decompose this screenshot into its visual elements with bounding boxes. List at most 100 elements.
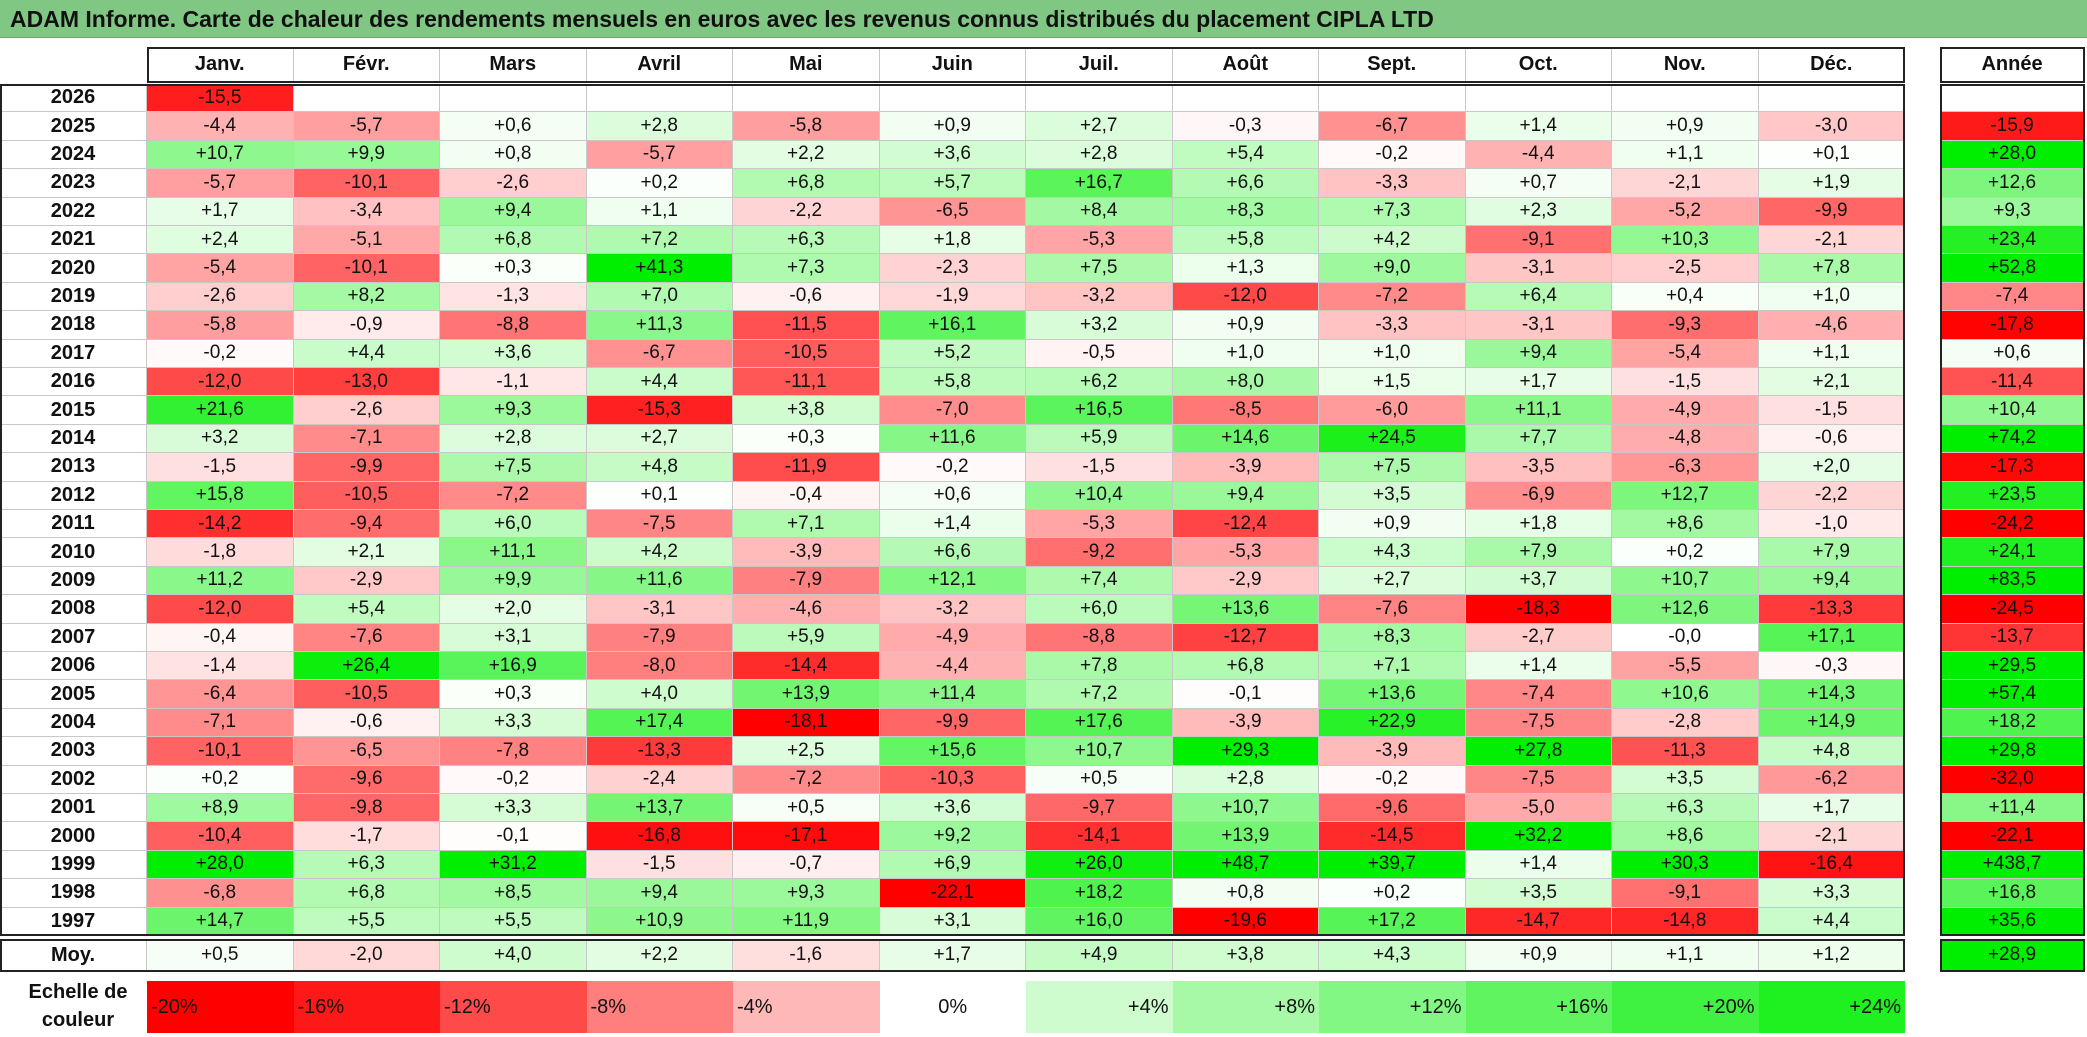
heatmap-cell: +2,5 [733, 737, 880, 766]
heatmap-cell: +2,8 [1026, 140, 1173, 170]
average-cell: +1,2 [1758, 939, 1905, 972]
heatmap-cell: +11,1 [1465, 396, 1612, 425]
heatmap-cell: -18,1 [733, 708, 880, 738]
heatmap-cell: +6,2 [1026, 368, 1173, 397]
heatmap-cell: -9,9 [879, 708, 1026, 738]
heatmap-cell: -0,3 [1758, 652, 1905, 681]
heatmap-cell: -3,9 [1172, 453, 1319, 482]
heatmap-cell: -6,5 [293, 737, 440, 766]
heatmap-cell: +10,7 [1026, 737, 1173, 766]
annual-cell: +18,2 [1940, 708, 2085, 738]
column-header: Nov. [1612, 48, 1759, 82]
heatmap-cell: +0,3 [440, 254, 587, 283]
heatmap-cell: -2,6 [293, 396, 440, 425]
heatmap-cell: -9,3 [1612, 311, 1759, 340]
heatmap-cell: +7,7 [1465, 424, 1612, 454]
heatmap-cell: +13,9 [1172, 822, 1319, 851]
heatmap-cell: -9,1 [1612, 879, 1759, 908]
annual-cell: -15,9 [1940, 112, 2085, 141]
heatmap-cell: +8,3 [1319, 623, 1466, 652]
title-bar: ADAM Informe. Carte de chaleur des rende… [0, 0, 2087, 38]
color-scale-label: Echelle de couleur [28, 981, 128, 1031]
heatmap-cell: +5,8 [879, 368, 1026, 397]
heatmap-cell: +13,6 [1319, 680, 1466, 709]
heatmap-cell: +12,6 [1612, 595, 1759, 624]
heatmap-cell: +4,8 [1758, 737, 1905, 766]
heatmap-cell: +1,8 [879, 226, 1026, 255]
heatmap-cell: +22,9 [1319, 708, 1466, 738]
heatmap-cell: -7,1 [147, 708, 294, 738]
heatmap-cell: -17,1 [733, 822, 880, 851]
year-label: 2016 [0, 368, 147, 397]
heatmap-cell: -3,9 [1172, 708, 1319, 738]
heatmap-cell: +7,9 [1758, 538, 1905, 567]
heatmap-cell: +4,3 [1319, 538, 1466, 567]
heatmap-cell: -11,1 [733, 368, 880, 397]
year-label: 2018 [0, 311, 147, 340]
scale-step: -16% [293, 981, 440, 1033]
heatmap-cell: -5,5 [1612, 652, 1759, 681]
average-cell: +0,9 [1465, 939, 1612, 972]
heatmap-cell: +2,8 [440, 424, 587, 454]
heatmap-cell: +7,1 [733, 510, 880, 539]
heatmap-cell: +0,8 [440, 140, 587, 170]
column-header: Juil. [1026, 48, 1173, 82]
heatmap-cell: +17,1 [1758, 623, 1905, 652]
heatmap-cell: +17,2 [1319, 907, 1466, 936]
heatmap-cell: -0,0 [1612, 623, 1759, 652]
heatmap-cell: +3,1 [879, 907, 1026, 936]
heatmap-cell: +8,3 [1172, 197, 1319, 226]
heatmap-cell: +9,4 [440, 197, 587, 226]
heatmap-cell: -3,2 [1026, 282, 1173, 312]
annual-cell: +16,8 [1940, 879, 2085, 908]
heatmap-cell: -15,5 [147, 84, 294, 113]
heatmap-cell: +0,7 [1465, 169, 1612, 198]
heatmap-cell: +2,1 [1758, 368, 1905, 397]
heatmap-cell: -1,1 [440, 368, 587, 397]
heatmap-cell: +10,3 [1612, 226, 1759, 255]
heatmap-cell: -16,8 [586, 822, 733, 851]
heatmap-cell: +15,8 [147, 481, 294, 510]
heatmap-cell: +7,0 [586, 282, 733, 312]
heatmap-cell: +6,3 [733, 226, 880, 255]
heatmap-cell: +3,3 [440, 708, 587, 738]
heatmap-cell: -1,5 [586, 850, 733, 880]
average-annual-cell: +28,9 [1940, 939, 2085, 972]
heatmap-cell [733, 84, 880, 113]
heatmap-cell: +1,7 [147, 197, 294, 226]
heatmap-cell: -3,1 [1465, 311, 1612, 340]
heatmap-cell: -11,9 [733, 453, 880, 482]
heatmap-cell: +7,8 [1026, 652, 1173, 681]
heatmap-cell: +3,5 [1319, 481, 1466, 510]
heatmap-cell: +6,8 [733, 169, 880, 198]
heatmap-cell: +17,6 [1026, 708, 1173, 738]
annual-cell: +52,8 [1940, 254, 2085, 283]
heatmap-cell: +3,5 [1465, 879, 1612, 908]
heatmap-cell: +7,1 [1319, 652, 1466, 681]
heatmap-cell: +0,8 [1172, 879, 1319, 908]
year-label: 1998 [0, 879, 147, 908]
heatmap-cell: +16,5 [1026, 396, 1173, 425]
heatmap-cell: -5,8 [733, 112, 880, 141]
heatmap-cell: +0,4 [1612, 282, 1759, 312]
heatmap-cell: +16,0 [1026, 907, 1173, 936]
year-label: 2010 [0, 538, 147, 567]
annual-cell [1940, 84, 2085, 113]
heatmap-cell: -5,3 [1026, 226, 1173, 255]
heatmap-cell: -10,5 [293, 481, 440, 510]
heatmap-cell: -1,5 [1026, 453, 1173, 482]
heatmap-cell: +9,4 [1465, 339, 1612, 368]
heatmap-cell: +10,4 [1026, 481, 1173, 510]
heatmap-cell: -3,3 [1319, 169, 1466, 198]
heatmap-cell: +11,9 [733, 907, 880, 936]
heatmap-cell: -3,9 [1319, 737, 1466, 766]
heatmap-cell: +2,7 [1026, 112, 1173, 141]
heatmap-cell: +16,1 [879, 311, 1026, 340]
heatmap-cell: +1,9 [1758, 169, 1905, 198]
scale-step: -8% [586, 981, 733, 1033]
heatmap-cell: +26,0 [1026, 850, 1173, 880]
heatmap-cell: +3,6 [879, 140, 1026, 170]
year-label: 2004 [0, 708, 147, 738]
column-header: Févr. [293, 48, 440, 82]
heatmap-cell: -2,8 [1612, 708, 1759, 738]
